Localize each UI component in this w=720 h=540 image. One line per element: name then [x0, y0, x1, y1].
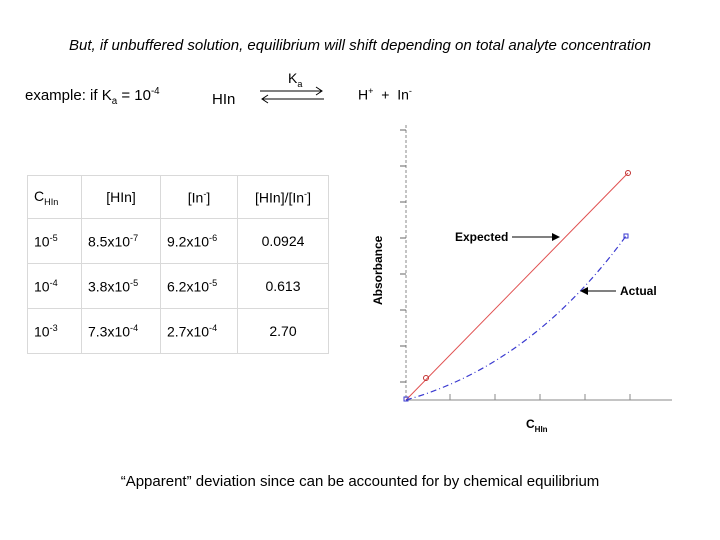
cell-ratio: 0.0924: [237, 218, 329, 264]
table-row: 10-4 3.8x10-5 6.2x10-5 0.613: [27, 263, 329, 309]
actual-point: [623, 233, 629, 239]
table-header-row: CHIn [HIn] [In-] [HIn]/[In-]: [27, 175, 329, 219]
header-c-hin: CHIn: [27, 175, 82, 219]
footer-note: “Apparent” deviation since can be accoun…: [120, 473, 600, 490]
cell-ratio: 2.70: [237, 308, 329, 354]
products: H+ + In-: [358, 86, 412, 103]
cell-hin: 8.5x10-7: [81, 218, 161, 264]
slide-title: But, if unbuffered solution, equilibrium…: [68, 37, 652, 54]
actual-curve: [405, 235, 627, 401]
y-axis-label: Absorbance: [371, 235, 385, 305]
concentration-table: CHIn [HIn] [In-] [HIn]/[In-] 10-5 8.5x10…: [27, 175, 329, 354]
example-text: example: if Ka = 10-4: [25, 86, 160, 107]
expected-point: [625, 170, 631, 176]
header-in: [In-]: [160, 175, 238, 219]
y-ticks: [400, 129, 406, 383]
cell-c: 10-3: [27, 308, 82, 354]
table-row: 10-3 7.3x10-4 2.7x10-4 2.70: [27, 308, 329, 354]
cell-hin: 7.3x10-4: [81, 308, 161, 354]
absorbance-graph: Expected Actual Absorbance CHIn: [371, 125, 672, 434]
cell-ratio: 0.613: [237, 263, 329, 309]
equilibrium-arrows-icon: [260, 86, 324, 104]
expected-line: [405, 172, 629, 401]
header-hin: [HIn]: [81, 175, 161, 219]
ka-label: Ka: [288, 70, 303, 89]
actual-label: Actual: [620, 284, 657, 298]
cell-c: 10-4: [27, 263, 82, 309]
header-ratio: [HIn]/[In-]: [237, 175, 329, 219]
table-row: 10-5 8.5x10-7 9.2x10-6 0.0924: [27, 218, 329, 264]
actual-arrowhead-icon: [580, 287, 588, 295]
cell-in: 2.7x10-4: [160, 308, 238, 354]
cell-c: 10-5: [27, 218, 82, 264]
cell-hin: 3.8x10-5: [81, 263, 161, 309]
expected-point: [423, 375, 429, 381]
cell-in: 9.2x10-6: [160, 218, 238, 264]
x-ticks: [449, 394, 631, 400]
actual-point: [403, 396, 409, 402]
reactant-hin: HIn: [212, 91, 236, 108]
expected-label: Expected: [455, 230, 508, 244]
expected-arrowhead-icon: [552, 233, 560, 241]
x-axis-label: CHIn: [526, 417, 548, 434]
cell-in: 6.2x10-5: [160, 263, 238, 309]
